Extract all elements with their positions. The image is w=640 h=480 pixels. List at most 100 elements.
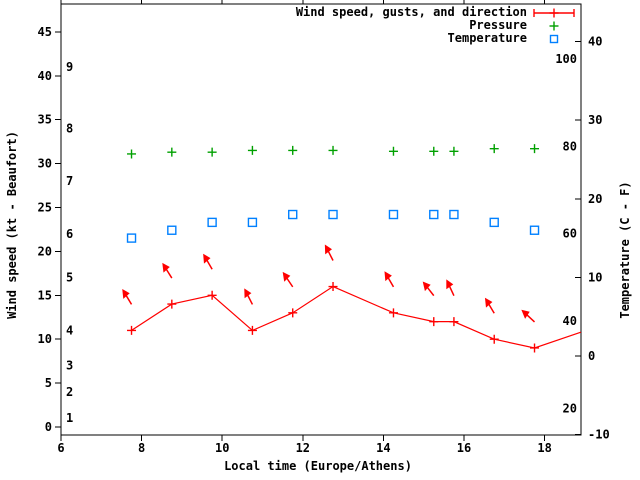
wind-speed-marker	[288, 308, 298, 318]
beaufort-label: 1	[66, 411, 73, 425]
kt-tick-label: 35	[38, 113, 52, 127]
temperature-marker	[429, 209, 439, 220]
temperature-marker	[328, 209, 338, 220]
wind-speed-marker	[167, 299, 177, 309]
kt-tick-label: 30	[38, 157, 52, 171]
wind-speed-marker	[388, 308, 398, 318]
pressure-marker	[449, 146, 459, 156]
kt-tick-label: 20	[38, 244, 52, 258]
kt-tick-label: 25	[38, 201, 52, 215]
wind-speed-marker	[429, 317, 439, 327]
pressure-marker	[127, 149, 137, 159]
beaufort-label: 9	[66, 60, 73, 74]
beaufort-label: 3	[66, 359, 73, 373]
wind-direction-arrow-icon	[484, 297, 495, 314]
wind-errorbar-sample-icon	[533, 8, 575, 17]
legend-label-temperature: Temperature	[447, 31, 527, 45]
x-axis-title: Local time (Europe/Athens)	[224, 459, 412, 473]
wind-speed-marker	[530, 343, 540, 353]
kt-tick-label: 5	[45, 376, 52, 390]
pressure-plus-sample-icon	[549, 21, 559, 30]
x-tick-label: 6	[57, 441, 64, 455]
wind-speed-marker	[207, 290, 217, 300]
temperature-marker	[489, 217, 499, 228]
legend-row-temperature: Temperature	[0, 32, 575, 45]
legend: Wind speed, gusts, and direction Pressur…	[0, 6, 575, 45]
pressure-marker	[167, 147, 177, 157]
beaufort-label: 4	[66, 323, 73, 337]
wind-speed-marker	[247, 325, 257, 335]
temperature-marker	[126, 233, 137, 243]
pressure-marker	[328, 145, 338, 155]
celsius-tick-label: -10	[588, 428, 610, 442]
kt-tick-label: 15	[38, 288, 52, 302]
x-tick-label: 8	[138, 441, 145, 455]
fahrenheit-label: 60	[563, 227, 577, 241]
wind-speed-marker	[449, 317, 459, 327]
pressure-marker	[489, 144, 499, 154]
pressure-marker	[288, 145, 298, 155]
kt-tick-label: 10	[38, 332, 52, 346]
plot-border	[60, 3, 582, 436]
x-tick-label: 18	[537, 441, 551, 455]
pressure-marker	[429, 146, 439, 156]
x-tick-label: 12	[296, 441, 310, 455]
pressure-marker	[207, 147, 217, 157]
wind-direction-arrow-icon	[244, 288, 254, 305]
temperature-marker	[207, 217, 217, 228]
temperature-marker	[167, 225, 177, 235]
beaufort-label: 2	[66, 385, 73, 399]
fahrenheit-label: 20	[563, 401, 577, 415]
legend-row-wind: Wind speed, gusts, and direction	[0, 6, 575, 19]
kt-tick-label: 0	[45, 420, 52, 434]
wind-speed-marker	[489, 334, 499, 344]
legend-label-pressure: Pressure	[469, 18, 527, 32]
celsius-tick-label: 30	[588, 113, 602, 127]
x-tick-label: 10	[215, 441, 229, 455]
celsius-tick-label: 0	[588, 349, 595, 363]
wind-direction-arrow-icon	[521, 309, 536, 323]
wind-direction-arrow-icon	[122, 288, 133, 305]
beaufort-label: 6	[66, 227, 73, 241]
celsius-tick-label: 10	[588, 270, 602, 284]
x-tick-label: 16	[457, 441, 471, 455]
kt-tick-label: 45	[38, 25, 52, 39]
pressure-marker	[388, 146, 398, 156]
right-axis-title: Temperature (C - F)	[618, 181, 632, 318]
temperature-marker	[388, 209, 399, 220]
temperature-marker	[247, 217, 258, 228]
left-axis-title: Wind speed (kt - Beaufort)	[5, 131, 19, 319]
wind-speed-line	[131, 285, 582, 349]
wind-direction-arrow-icon	[324, 244, 334, 261]
beaufort-label: 7	[66, 174, 73, 188]
data-series	[122, 144, 582, 353]
pressure-marker	[530, 144, 540, 154]
wind-speed-marker	[127, 325, 137, 335]
celsius-tick-label: 40	[588, 35, 602, 49]
wind-direction-arrow-icon	[422, 281, 435, 297]
fahrenheit-label: 80	[563, 139, 577, 153]
axis-ticks: 6 8 10 12 14 16 18051015202530354045123456789-…	[38, 0, 610, 455]
wind-direction-arrow-icon	[446, 279, 455, 296]
fahrenheit-label: 100	[555, 52, 577, 66]
beaufort-label: 8	[66, 121, 73, 135]
wind-direction-arrow-icon	[162, 262, 173, 279]
beaufort-label: 5	[66, 271, 73, 285]
temperature-square-sample-icon	[549, 34, 559, 43]
kt-tick-label: 40	[38, 69, 52, 83]
temperature-marker	[288, 209, 298, 220]
fahrenheit-label: 40	[563, 314, 577, 328]
celsius-tick-label: 20	[588, 192, 602, 206]
legend-row-pressure: Pressure	[0, 19, 575, 32]
pressure-marker	[247, 145, 257, 155]
temperature-marker	[449, 209, 459, 220]
wind-direction-arrow-icon	[282, 271, 294, 288]
wind-direction-arrow-icon	[203, 253, 213, 270]
wind-direction-arrow-icon	[384, 271, 395, 288]
legend-label-wind: Wind speed, gusts, and direction	[295, 5, 527, 19]
temperature-marker	[529, 225, 540, 235]
x-tick-label: 14	[376, 441, 390, 455]
wind-speed-marker	[328, 282, 338, 292]
